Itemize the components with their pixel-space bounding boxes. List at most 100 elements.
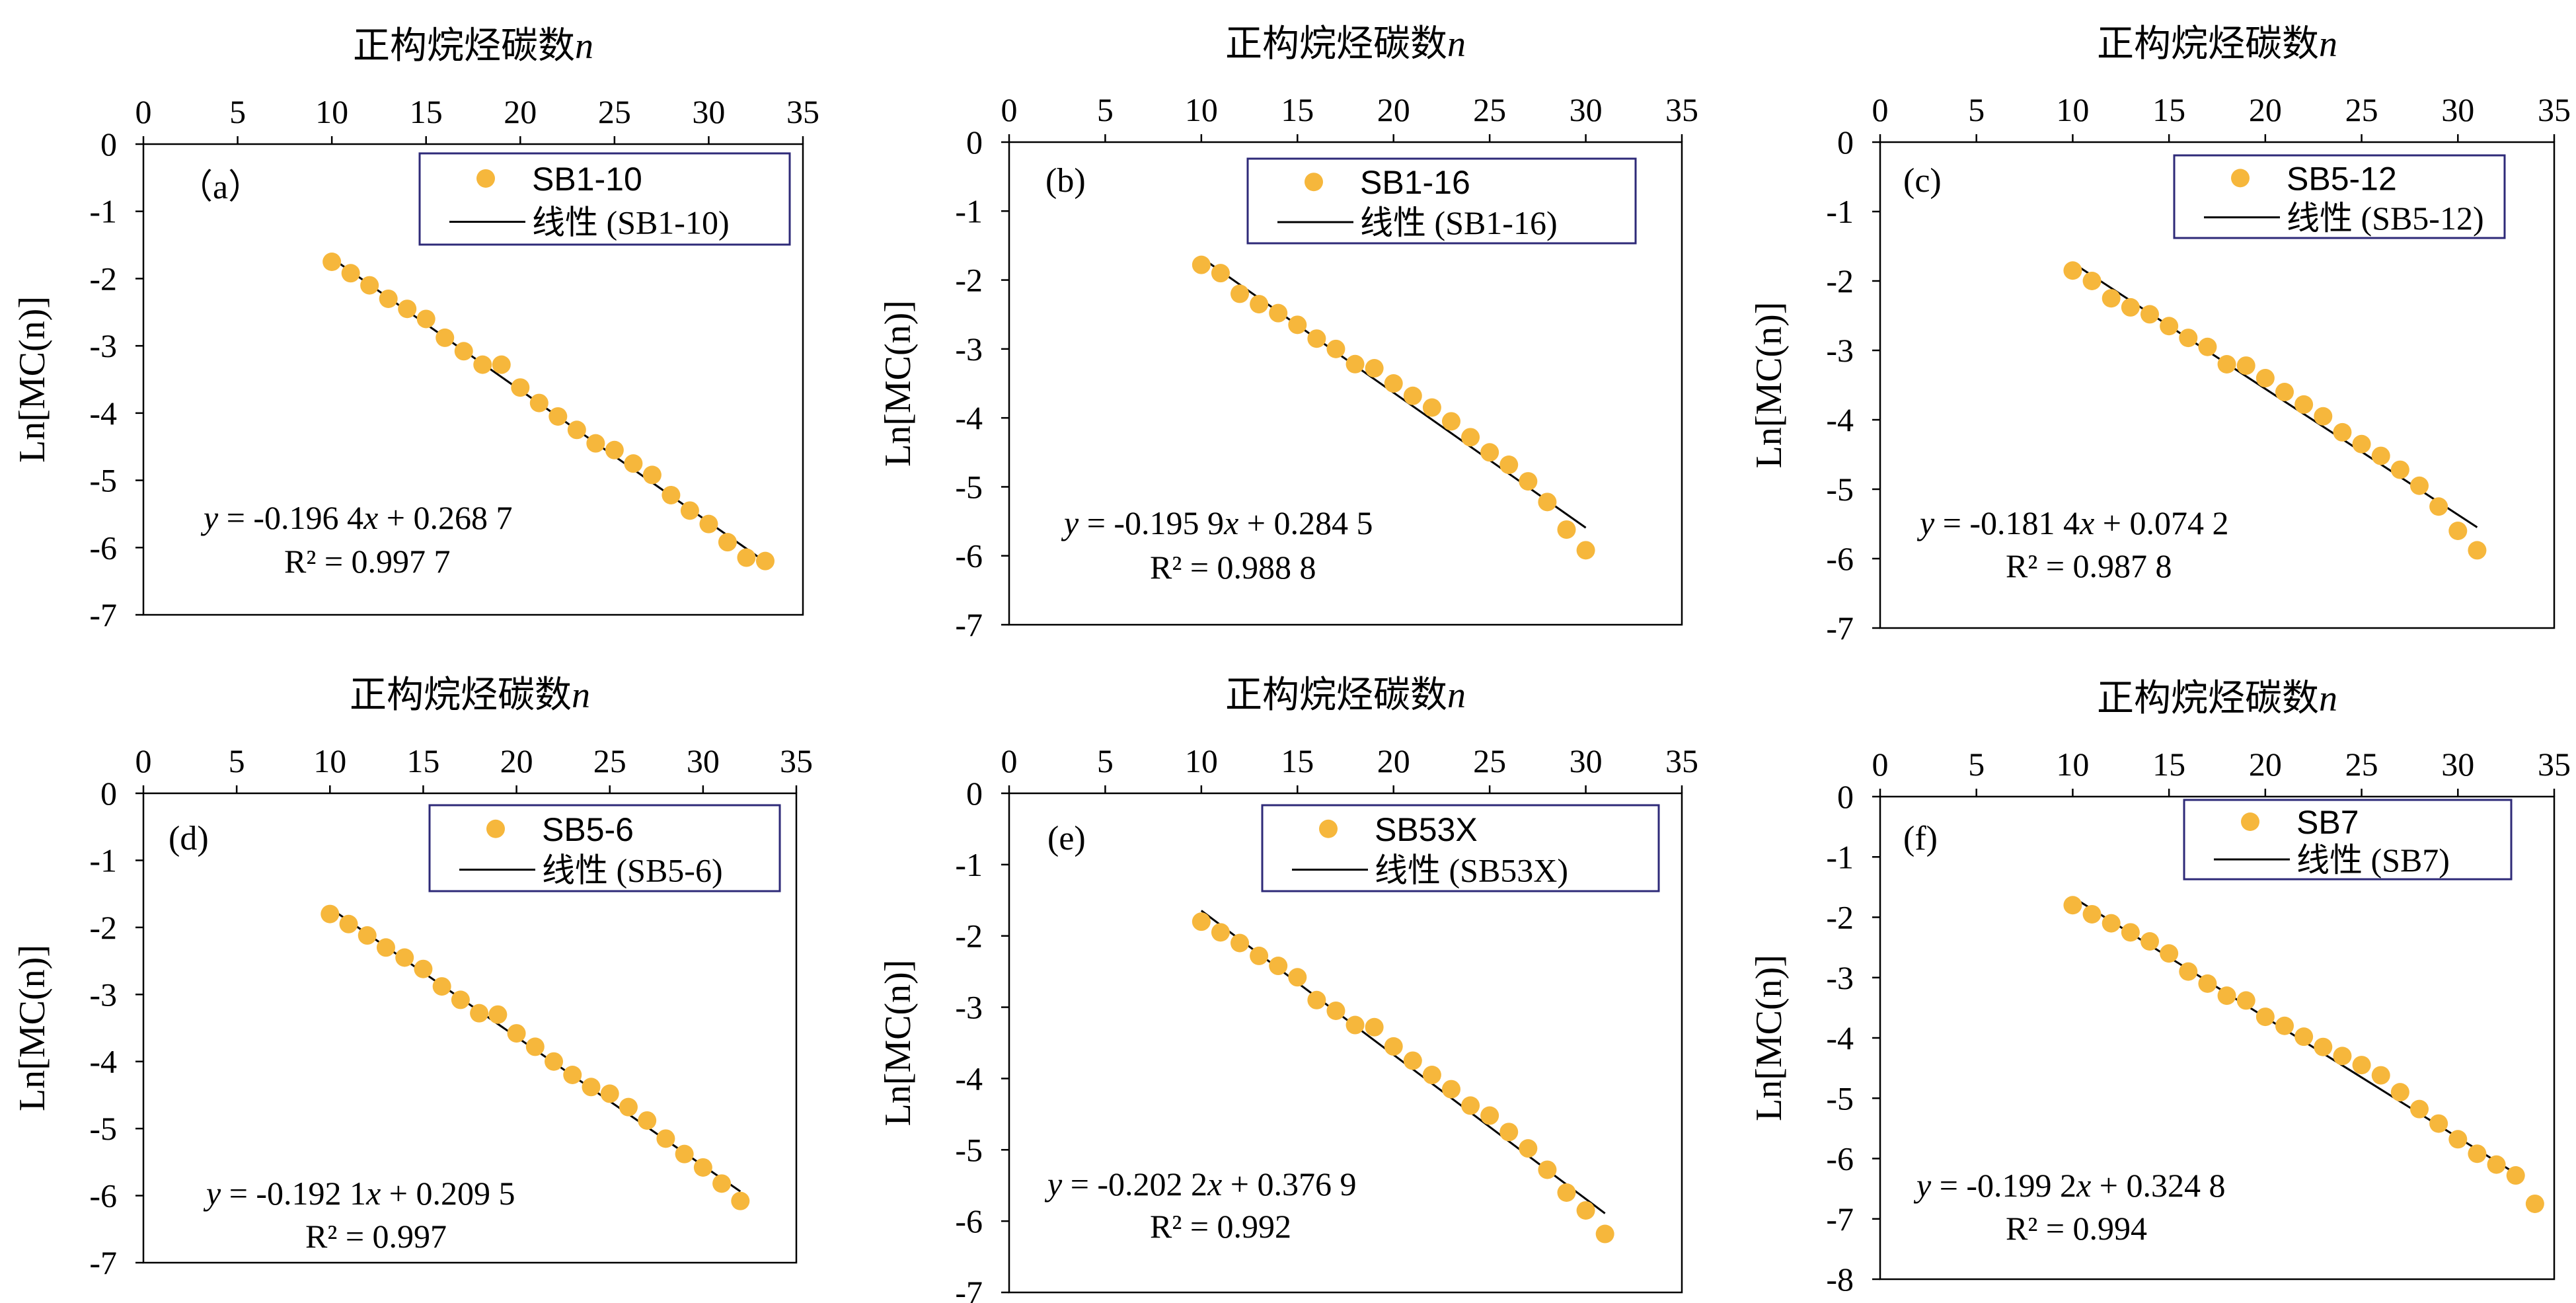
data-point: [656, 1129, 675, 1148]
data-point: [2160, 944, 2179, 963]
data-point: [2371, 1066, 2390, 1085]
x-axis-title: 正构烷烃碳数n: [350, 675, 590, 716]
legend-series-label: SB7: [2296, 804, 2359, 841]
data-point: [488, 1005, 508, 1024]
data-point: [2448, 522, 2468, 540]
data-point: [2082, 272, 2102, 290]
data-point: [2468, 1144, 2487, 1164]
equation-intercept: + 0.376 9: [1222, 1165, 1356, 1203]
x-tick-label: 0: [1872, 91, 1889, 128]
data-point: [1192, 255, 1211, 274]
data-point: [693, 1158, 712, 1177]
data-point: [2314, 407, 2333, 426]
equation-slope: = -0.192 1: [221, 1175, 366, 1212]
data-point: [1480, 1106, 1499, 1125]
data-point: [341, 264, 360, 283]
x-axis-title: 正构烷烃碳数n: [353, 26, 593, 67]
data-point: [395, 948, 414, 967]
x-tick-label: 10: [2056, 91, 2089, 128]
legend-marker: [2231, 169, 2250, 188]
plot-frame: [142, 792, 798, 1264]
data-point: [1384, 1037, 1403, 1056]
data-point: [582, 1078, 601, 1097]
x-tick-label: 25: [593, 742, 626, 779]
chart-panel-e: 0 5 10 15 20 25 30 35 正构烷烃碳数n 0 -1 -2 -3 -4 -5 -6 -7 Ln[M…: [878, 675, 1698, 1303]
x-tick-label: 35: [780, 742, 813, 779]
data-point: [2506, 1166, 2525, 1185]
data-point: [1288, 315, 1307, 335]
data-point: [549, 407, 568, 426]
x-tick-label: 0: [1001, 742, 1018, 779]
data-point: [2429, 497, 2448, 516]
data-point: [473, 355, 492, 374]
equation-y: y: [1916, 504, 1935, 541]
data-point: [1576, 1201, 1595, 1220]
x-tick-label: 15: [1281, 91, 1314, 128]
plot-frame: [1008, 792, 1683, 1294]
x-tick-label: 30: [2441, 91, 2474, 128]
data-point: [1326, 339, 1345, 358]
legend-marker: [486, 819, 505, 838]
y-tick-label: -7: [1826, 1201, 1854, 1238]
plot-frame: [142, 143, 804, 616]
x-axis-title-var: n: [575, 26, 593, 67]
data-point: [2314, 1037, 2333, 1056]
data-point: [1211, 923, 1230, 942]
data-point: [511, 378, 530, 397]
r-squared: R² = 0.997: [305, 1218, 447, 1255]
y-tick-label: -2: [1826, 262, 1854, 299]
chart-panel-c: 0 5 10 15 20 25 30 35 正构烷烃碳数n 0 -1 -2 -3 -4 -5 -6 -7 Ln[M…: [1749, 24, 2571, 647]
x-tick-label: 10: [1185, 742, 1218, 779]
data-point: [1480, 443, 1499, 462]
legend-series-label: SB1-16: [1360, 164, 1470, 201]
x-tick-label: 30: [2441, 746, 2474, 783]
y-tick-label: -4: [1826, 401, 1854, 438]
data-point: [1403, 1051, 1422, 1070]
data-point: [2160, 317, 2179, 336]
data-point: [1345, 354, 1365, 374]
x-tick-label: 10: [313, 742, 346, 779]
legend-trend-label: 线性 (SB53X): [1375, 852, 1568, 889]
x-tick-label: 15: [1281, 742, 1314, 779]
data-point: [1538, 493, 1557, 512]
data-point: [624, 454, 643, 473]
data-point: [1250, 295, 1269, 314]
y-axis-title: Ln[MC(n)]: [878, 300, 919, 467]
data-point: [2102, 914, 2121, 933]
data-point: [737, 548, 756, 567]
panel-label: （a）: [178, 169, 262, 206]
plot-frame: [1879, 141, 2556, 629]
legend-trend-label: 线性 (SB1-16): [1360, 204, 1558, 241]
data-point: [1441, 1080, 1460, 1099]
y-tick-label: -3: [1826, 332, 1854, 369]
x-tick-label: 0: [135, 742, 152, 779]
data-point: [379, 289, 398, 308]
data-point: [2217, 986, 2236, 1006]
data-point: [398, 299, 417, 319]
legend-box: [1261, 804, 1660, 892]
r-squared: R² = 0.988 8: [1150, 549, 1316, 586]
y-tick-label: -4: [89, 1043, 117, 1080]
x-tick-label: 0: [1001, 91, 1018, 128]
y-tick-label: -6: [1826, 540, 1854, 577]
legend-series-label: SB5-12: [2287, 160, 2397, 197]
data-point: [1211, 264, 1230, 283]
data-point: [638, 1111, 657, 1130]
data-point: [2448, 1130, 2468, 1149]
x-axis-title-var: n: [2319, 24, 2337, 65]
data-point: [339, 914, 358, 933]
data-point: [586, 434, 605, 453]
data-point: [642, 465, 662, 485]
data-point: [1365, 359, 1384, 378]
equation-intercept: + 0.324 8: [2091, 1167, 2225, 1204]
data-point: [1519, 472, 1538, 491]
regression-equation: y = -0.199 2x + 0.324 8: [1913, 1167, 2225, 1204]
x-tick-label: 35: [2538, 746, 2571, 783]
equation-x: x: [363, 499, 378, 536]
data-point: [360, 276, 379, 295]
data-point: [2217, 355, 2236, 374]
data-point: [1422, 398, 1441, 417]
equation-x: x: [1207, 1165, 1222, 1203]
data-point: [1307, 329, 1326, 348]
y-tick-label: 0: [966, 775, 983, 812]
